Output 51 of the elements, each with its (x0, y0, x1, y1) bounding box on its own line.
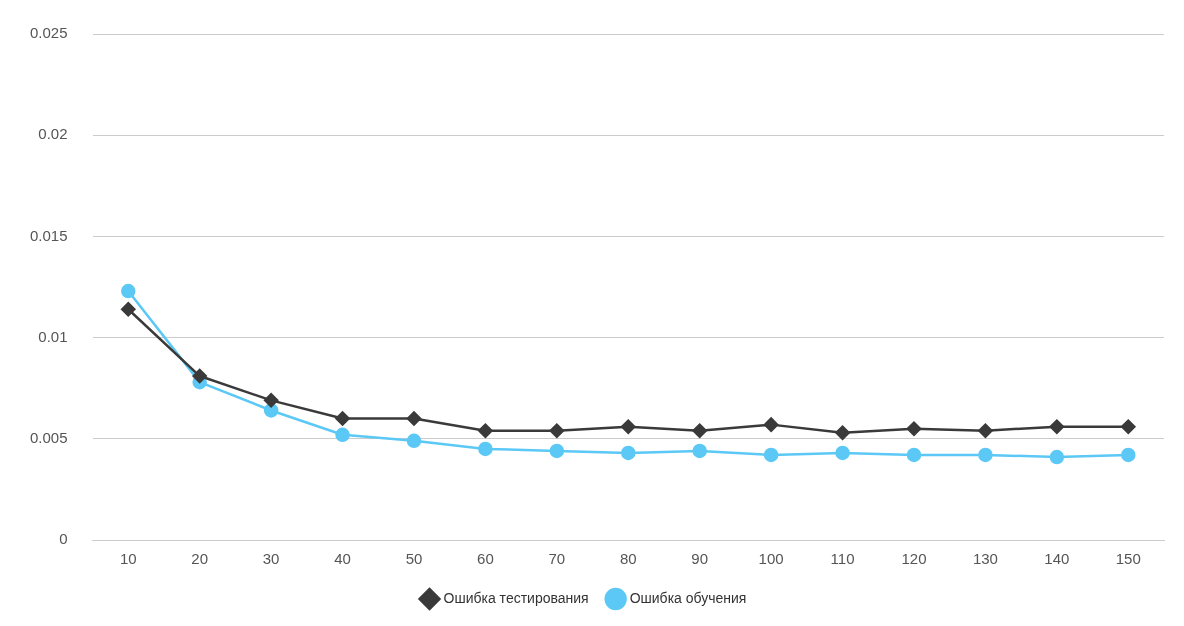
point (263, 393, 279, 408)
x-tick-label: 20 (191, 550, 209, 568)
point (335, 411, 350, 426)
x-tick-label: 110 (830, 550, 855, 568)
point (1121, 447, 1136, 463)
x-tick-label: 100 (758, 550, 784, 568)
y-tick-label: 0.005 (29, 428, 68, 446)
point (621, 419, 636, 434)
point (478, 423, 493, 438)
x-tick-label: 40 (334, 550, 351, 568)
x-tick-label: 50 (405, 550, 423, 568)
point (121, 283, 136, 299)
point (478, 441, 493, 457)
point (978, 423, 993, 438)
point (621, 445, 636, 461)
point (978, 447, 993, 463)
x-tick-label: 60 (477, 550, 494, 568)
y-tick-label: 0.025 (29, 24, 68, 42)
x-tick-label: 140 (1044, 550, 1070, 568)
point (906, 421, 922, 436)
x-tick-label: 90 (691, 550, 709, 568)
point (763, 417, 779, 432)
point (1049, 449, 1065, 465)
x-tick-label: 130 (972, 550, 998, 568)
y-tick-label: 0.015 (29, 226, 68, 244)
point (692, 443, 707, 459)
y-tick-label: 0.02 (38, 125, 68, 143)
point (549, 423, 565, 438)
point (121, 302, 136, 317)
y-tick-label: 0 (59, 530, 68, 548)
point (763, 447, 779, 463)
legend-label: Ошибка обучения (629, 589, 747, 606)
y-tick-label: 0.01 (38, 327, 68, 345)
x-tick-label: 80 (619, 550, 637, 568)
point (692, 423, 707, 438)
x-tick-label: 10 (119, 550, 137, 568)
point (406, 433, 422, 449)
point (835, 445, 850, 461)
point (549, 443, 565, 459)
point (335, 427, 350, 442)
point (906, 447, 922, 463)
legend-label: Ошибка тестирования (443, 589, 589, 606)
x-tick-label: 120 (901, 550, 927, 568)
point (192, 368, 207, 384)
x-tick-label: 150 (1115, 550, 1141, 568)
point (1121, 419, 1136, 434)
x-tick-label: 30 (262, 550, 280, 568)
point (406, 411, 422, 426)
point (1049, 419, 1065, 434)
x-tick-label: 70 (548, 550, 566, 568)
point (835, 425, 850, 440)
